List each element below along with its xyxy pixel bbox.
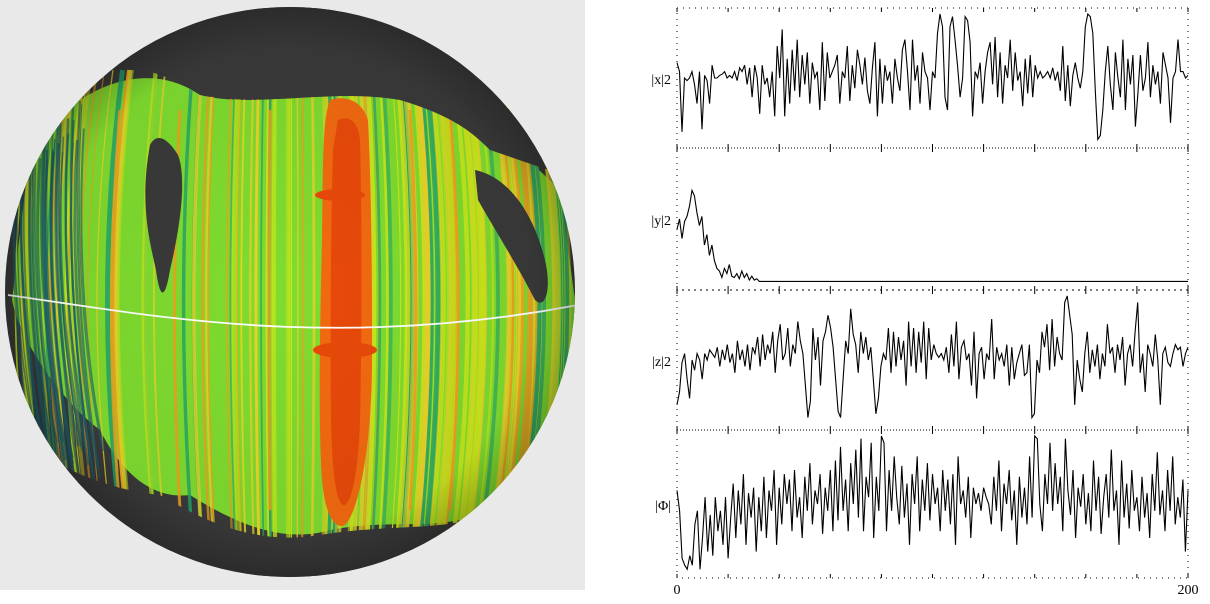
x-tick-label: 200 <box>1178 583 1199 598</box>
series-panel: |y|2 <box>651 148 1188 290</box>
series-panel: |Φ| <box>655 430 1188 578</box>
series-panel: |x|2 <box>651 8 1188 148</box>
time-series-chart: |x|2 |y|2 |z|2 |Φ| 0 200 <box>600 0 1210 599</box>
series-line <box>677 436 1188 569</box>
series-label: |y|2 <box>651 214 671 229</box>
panel-frame <box>677 148 1188 290</box>
series-label: |z|2 <box>652 355 671 370</box>
series-line <box>677 190 1188 281</box>
x-tick-label: 0 <box>674 583 681 598</box>
series-panel: |z|2 <box>652 290 1188 430</box>
series-label: |Φ| <box>655 499 671 514</box>
series-line <box>677 14 1188 139</box>
time-series-panel: |x|2 |y|2 |z|2 |Φ| 0 200 <box>600 0 1210 599</box>
panel-frame <box>677 290 1188 430</box>
sphere-limb-shade <box>5 7 575 577</box>
sphere-map <box>0 0 585 590</box>
sphere-map-panel <box>0 0 585 590</box>
series-line <box>677 296 1188 418</box>
series-label: |x|2 <box>651 73 671 88</box>
